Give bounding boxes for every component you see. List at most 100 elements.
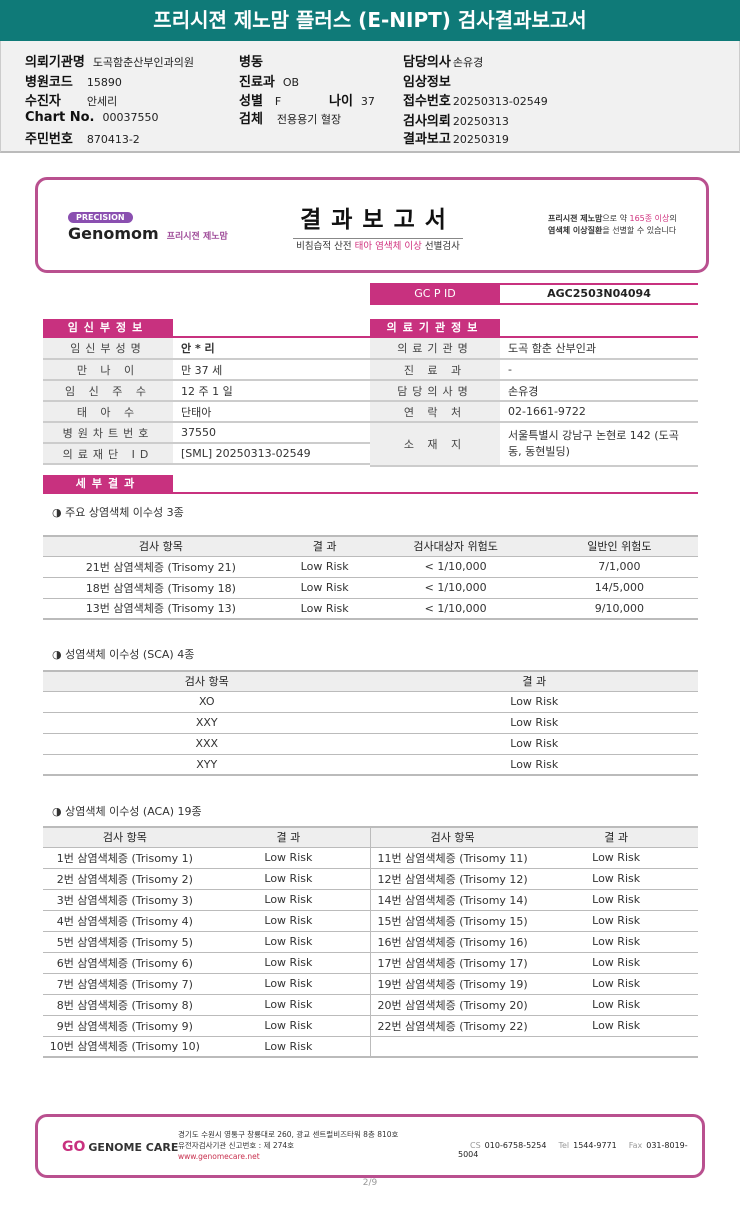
result-cell: Low Risk [534,889,698,911]
table-row: 3번 삼염색체증 (Trisomy 3) Low Risk 14번 삼염색체증 (T… [43,889,698,911]
label: 병동 [239,55,263,70]
item-cell: XYY [43,754,371,776]
info-key: 담당의사명 [370,380,500,402]
item-cell: < 1/10,000 [370,556,541,578]
field-specimen: 검체 전용용기 혈장 [239,108,341,127]
value: 15890 [86,76,122,89]
item-cell: 11번 삼염색체증 (Trisomy 11) [370,847,535,869]
major-results-table: 검사 항목 결 과 검사대상자 위험도 일반인 위험도 21번 삼염색체증 (Triso… [43,535,698,620]
item-cell: 18번 삼염색체증 (Trisomy 18) [43,577,279,599]
result-cell: Low Risk [206,952,371,974]
major-title: ◑ 주요 상염색체 이수성 3종 [52,506,184,519]
item-cell: 3번 삼염색체증 (Trisomy 3) [43,889,207,911]
item-cell: 20번 삼염색체증 (Trisomy 20) [370,994,535,1016]
report-banner: PRECISION Genomom 프리시젼 제노맘 결과보고서 비침습적 산전 … [35,177,709,273]
label: 의뢰기관명 [25,55,85,70]
item-cell: 15번 삼염색체증 (Trisomy 15) [370,910,535,932]
column-header: 결 과 [206,826,371,848]
aca-results-table: 검사 항목 결 과 검사 항목 결 과 1번 삼염색체증 (Trisomy 1) Low … [43,826,698,1058]
info-key: 연 락 처 [370,401,500,423]
field-chart-no: Chart No. 00037550 [25,110,158,125]
item-cell: < 1/10,000 [370,577,541,599]
field-ward: 병동 [239,51,271,70]
header-row: 검사 항목 결 과 [43,670,698,692]
order-info-panel: 의뢰기관명 도곡함춘산부인과의원 병원코드 15890 수진자 안세리 Chart N… [0,41,740,153]
field-report-date: 결과보고 20250319 [403,128,509,147]
genomom-logo: Genomom 프리시젼 제노맘 [68,224,228,243]
field-resident-no: 주민번호 870413-2 [25,128,140,147]
result-cell: Low Risk [206,1036,371,1058]
table-row: 1번 삼염색체증 (Trisomy 1) Low Risk 11번 삼염색체증 (T… [43,847,698,869]
result-cell: Low Risk [534,910,698,932]
item-cell: 19번 삼염색체증 (Trisomy 19) [370,973,535,995]
medical-info-table: 의료기관명 도곡 함춘 산부인과 진 료 과 - 담당의사명 손유경 연 락 처 02-166… [370,338,698,467]
result-cell: Low Risk [206,1015,371,1037]
label: 임상정보 [403,75,451,90]
field-institution: 의뢰기관명 도곡함춘산부인과의원 [25,51,194,70]
item-cell: 8번 삼염색체증 (Trisomy 8) [43,994,207,1016]
field-department: 진료과 OB [239,71,299,90]
item-cell: 9번 삼염색체증 (Trisomy 9) [43,1015,207,1037]
item-cell: 2번 삼염색체증 (Trisomy 2) [43,868,207,890]
table-row: 9번 삼염색체증 (Trisomy 9) Low Risk 22번 삼염색체증 (T… [43,1015,698,1037]
table-row: XO Low Risk [43,691,698,713]
t: 으로 약 [602,214,630,223]
website-link[interactable]: www.genomecare.net [178,1152,260,1161]
item-cell [370,1036,535,1058]
header-row: 검사 항목 결 과 검사 항목 결 과 [43,826,698,848]
footer: GO GENOME CARE 경기도 수원시 영통구 창룡대로 260, 광교 센… [35,1114,705,1178]
label: 병원코드 [25,75,73,90]
label: 결과보고 [403,132,451,147]
field-receipt-no: 접수번호 20250313-02549 [403,90,548,109]
table-row: XXX Low Risk [43,733,698,755]
result-cell: Low Risk [278,577,371,599]
gcpid-row: GC P ID AGC2503N04094 [370,283,698,305]
item-cell: XO [43,691,371,713]
section-label: 의료기관정보 [370,319,500,336]
item-cell: 7번 삼염색체증 (Trisomy 7) [43,973,207,995]
info-value: 02-1661-9722 [500,401,698,423]
info-value: 서울특별시 강남구 논현로 142 (도곡동, 동현빌딩) [500,422,698,467]
t: 프리시젼 제노맘 [548,214,603,223]
sca-title: ◑ 성염색체 이수성 (SCA) 4종 [52,648,195,661]
item-cell: 14번 삼염색체증 (Trisomy 14) [370,889,535,911]
header-row: 검사 항목 결 과 검사대상자 위험도 일반인 위험도 [43,535,698,557]
info-value: 안 * 리 [173,338,370,360]
result-cell: Low Risk [206,889,371,911]
table-row: 4번 삼염색체증 (Trisomy 4) Low Risk 15번 삼염색체증 (T… [43,910,698,932]
t: 비침습적 산전 [296,241,355,252]
value: 20250319 [452,133,509,146]
info-key: 진 료 과 [370,359,500,381]
value: 37 [360,95,375,108]
info-key: 만 나 이 [43,359,173,381]
info-key: 의료재단 ID [43,443,173,465]
result-cell: Low Risk [370,733,698,755]
column-header: 결 과 [370,670,698,692]
value: 00037550 [102,111,159,124]
info-key: 소 재 지 [370,422,500,467]
report-title: 프리시젼 제노맘 플러스 (E-NIPT) 검사결과보고서 [0,0,740,41]
result-cell: Low Risk [206,994,371,1016]
aca-title: ◑ 상염색체 이수성 (ACA) 19종 [52,805,202,818]
item-cell: XXX [43,733,371,755]
label: 검체 [239,112,263,127]
column-header: 검사 항목 [43,670,371,692]
item-cell: 5번 삼염색체증 (Trisomy 5) [43,931,207,953]
field-doctor: 담당의사 손유경 [403,51,483,70]
item-cell: 6번 삼염색체증 (Trisomy 6) [43,952,207,974]
info-key: 임 신 주 수 [43,380,173,402]
banner-title: 결과보고서 [293,200,463,239]
item-cell: 13번 삼염색체증 (Trisomy 13) [43,598,279,620]
field-request-date: 검사의뢰 20250313 [403,110,509,129]
label: 담당의사 [403,55,451,70]
t: 165종 이상 [629,214,670,223]
item-cell: 17번 삼염색체증 (Trisomy 17) [370,952,535,974]
genome-care-logo: GO GENOME CARE [62,1139,178,1155]
result-cell: Low Risk [534,868,698,890]
value: 안세리 [86,95,118,108]
item-cell: XXY [43,712,371,734]
cs-phone: 010-6758-5254 [484,1141,547,1150]
table-row: 18번 삼염색체증 (Trisomy 18) Low Risk < 1/10,000… [43,577,698,599]
result-cell: 9/10,000 [540,598,698,620]
